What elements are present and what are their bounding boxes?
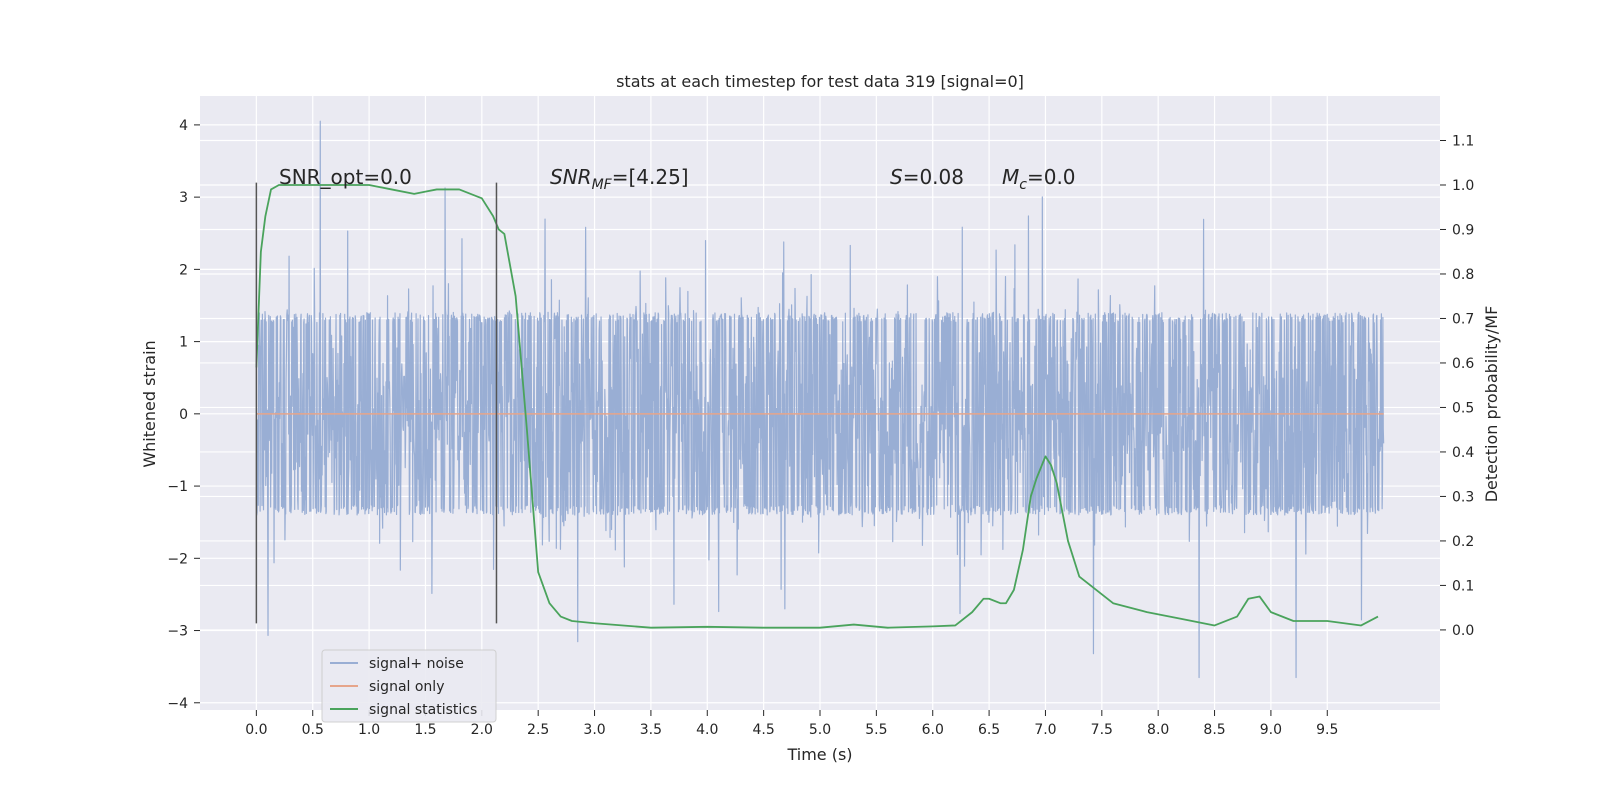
series-signal-statistics-line [255, 184, 1379, 629]
y2-tick-label-1: 1.0 [1452, 178, 1474, 194]
y2-axis-label: Detection probability/MF [1482, 306, 1501, 503]
legend-label-signal-noise: signal+ noise [369, 656, 464, 672]
y-tick-label-2: 2 [179, 262, 188, 278]
x-tick-label-13: 6.5 [978, 722, 1000, 738]
annotation-snr-opt: SNR_opt=0.0 [279, 165, 412, 189]
x-tick-label-12: 6.0 [922, 722, 944, 738]
series-layer [255, 120, 1385, 679]
x-tick-label-2: 1.0 [358, 722, 380, 738]
y-tick-label-1: 3 [179, 190, 188, 206]
x-tick-label-3: 1.5 [414, 722, 436, 738]
y2-tick-label-4: 0.7 [1452, 311, 1474, 327]
y-tick-label-6: −2 [167, 551, 188, 567]
x-tick-label-18: 9.0 [1260, 722, 1282, 738]
y-tick-label-5: −1 [167, 479, 188, 495]
y2-tick-label-10: 0.1 [1452, 578, 1474, 594]
x-tick-label-10: 5.0 [809, 722, 831, 738]
x-tick-label-15: 7.5 [1091, 722, 1113, 738]
x-tick-label-17: 8.5 [1203, 722, 1225, 738]
x-tick-label-14: 7.0 [1034, 722, 1056, 738]
x-tick-label-0: 0.0 [245, 722, 267, 738]
x-tick-label-6: 3.0 [583, 722, 605, 738]
legend-label-signal-statistics: signal statistics [369, 702, 477, 718]
y-tick-label-0: 4 [179, 118, 188, 134]
series-signal-noise-line [255, 120, 1385, 679]
annotation-snr-mf: SNRMF=[4.25] [550, 165, 689, 193]
x-tick-label-19: 9.5 [1316, 722, 1338, 738]
x-tick-label-9: 4.5 [753, 722, 775, 738]
y2-tick-label-0: 1.1 [1452, 133, 1474, 149]
y-tick-label-8: −4 [167, 696, 188, 712]
x-tick-label-4: 2.0 [471, 722, 493, 738]
x-tick-label-7: 3.5 [640, 722, 662, 738]
y-tick-label-7: −3 [167, 624, 188, 640]
y-axis-label: Whitened strain [140, 340, 159, 467]
x-tick-label-11: 5.5 [865, 722, 887, 738]
y2-tick-label-9: 0.2 [1452, 534, 1474, 550]
y2-tick-label-2: 0.9 [1452, 222, 1474, 238]
x-tick-label-16: 8.0 [1147, 722, 1169, 738]
legend: signal+ noise signal only signal statist… [321, 649, 497, 723]
annotation-mc: Mc=0.0 [1002, 165, 1076, 193]
y2-tick-label-11: 0.0 [1452, 623, 1474, 639]
chart-title: stats at each timestep for test data 319… [616, 72, 1024, 91]
y2-tick-label-5: 0.6 [1452, 356, 1474, 372]
y-tick-label-4: 0 [179, 407, 188, 423]
x-axis-label: Time (s) [786, 745, 852, 764]
y2-tick-label-6: 0.5 [1452, 400, 1474, 416]
y2-tick-label-7: 0.4 [1452, 445, 1474, 461]
y-tick-label-3: 1 [179, 335, 188, 351]
legend-box [321, 649, 497, 723]
marker-layer [255, 182, 498, 624]
y2-tick-label-3: 0.8 [1452, 267, 1474, 283]
x-tick-label-5: 2.5 [527, 722, 549, 738]
x-tick-label-8: 4.0 [696, 722, 718, 738]
y2-tick-label-8: 0.3 [1452, 489, 1474, 505]
annotation-s: S=0.08 [890, 165, 964, 189]
legend-label-signal-only: signal only [369, 679, 444, 695]
x-tick-label-1: 0.5 [302, 722, 324, 738]
tick-layer: 0.0 0.5 1.0 1.5 2.0 2.5 3.0 3.5 4.0 4.5 5.0 5.5 6.0 6… [167, 118, 1474, 738]
